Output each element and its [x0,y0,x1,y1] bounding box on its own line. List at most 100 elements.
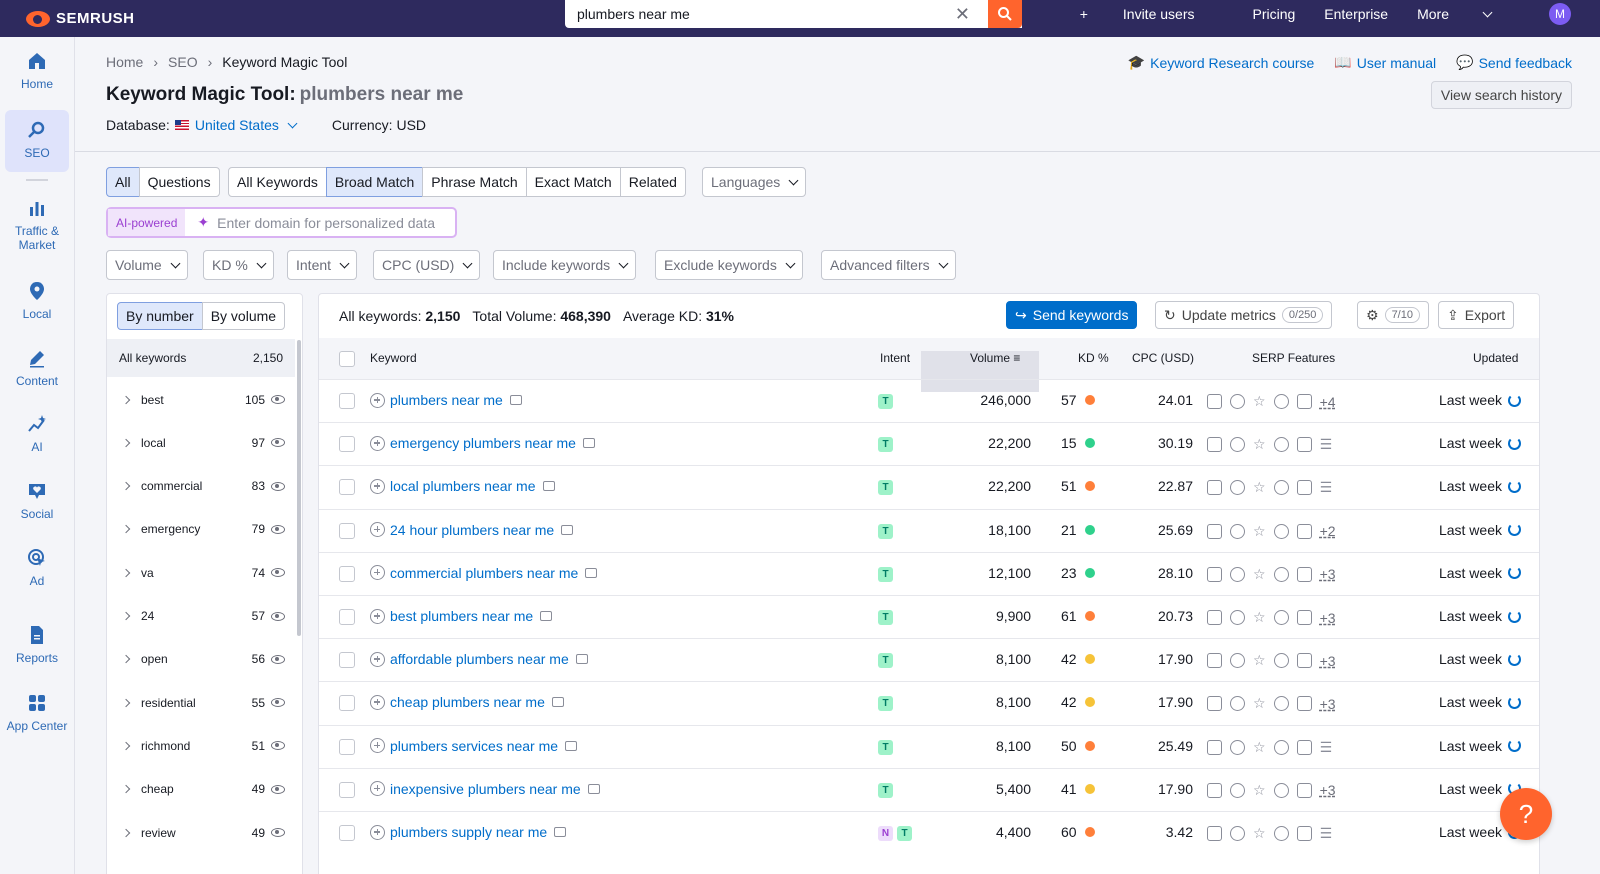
keyword-link[interactable]: plumbers services near me [390,737,559,754]
eye-icon[interactable] [271,524,285,534]
more-serp-features[interactable]: +3 [1319,566,1336,583]
add-to-list-icon[interactable] [370,781,385,797]
group-item[interactable]: local 97 [107,421,295,464]
eye-icon[interactable] [271,741,285,751]
serp-preview-icon[interactable] [587,783,600,794]
invite-users-link[interactable]: + Invite users [1079,6,1195,22]
row-checkbox[interactable] [339,565,355,582]
group-item[interactable]: review 49 [107,811,295,854]
expand-arrow-icon[interactable] [121,395,131,404]
group-item[interactable]: cheap 49 [107,768,295,811]
expand-arrow-icon[interactable] [121,741,131,751]
tab-questions[interactable]: Questions [138,167,220,197]
col-volume[interactable]: Volume ≡ [970,351,1021,365]
database-selector[interactable]: United States [194,117,279,133]
eye-icon[interactable] [271,481,285,491]
nav-ai[interactable]: AI [5,414,69,454]
expand-arrow-icon[interactable] [121,481,131,491]
expand-arrow-icon[interactable] [121,828,131,837]
row-checkbox[interactable] [339,436,355,453]
more-serp-features[interactable]: +3 [1319,609,1336,626]
keyword-link[interactable]: plumbers near me [390,392,503,408]
row-checkbox[interactable] [339,695,355,712]
advanced-filters[interactable]: Advanced filters [821,250,956,280]
tab-phrase-match[interactable]: Phrase Match [422,167,527,197]
tab-all[interactable]: All [106,167,140,197]
serp-preview-icon[interactable] [554,827,567,837]
more-serp-features[interactable]: +3 [1319,782,1336,799]
more-serp-features[interactable]: +2 [1319,523,1336,540]
expand-arrow-icon[interactable] [121,655,131,664]
group-item[interactable]: best 105 [107,378,295,421]
nav-local[interactable]: Local [5,281,69,321]
serp-snapshot-icon[interactable] [1207,437,1222,453]
search-button[interactable] [988,0,1022,28]
serp-preview-icon[interactable] [565,740,578,751]
select-all-checkbox[interactable] [339,351,355,367]
serp-preview-icon[interactable] [575,654,588,665]
group-list-scrollbar[interactable] [297,340,301,636]
serp-snapshot-icon[interactable] [1207,610,1222,625]
serp-preview-icon[interactable] [509,395,522,405]
row-checkbox[interactable] [339,652,355,669]
serp-snapshot-icon[interactable] [1207,566,1222,582]
add-to-list-icon[interactable] [370,435,385,451]
cpc-filter[interactable]: CPC (USD) [373,250,481,280]
help-button[interactable]: ? [1500,788,1552,840]
col-cpc[interactable]: CPC (USD) [1132,351,1194,365]
more-menu[interactable]: More [1417,6,1520,22]
col-kd[interactable]: KD % [1078,351,1109,365]
row-checkbox[interactable] [339,825,355,841]
enterprise-link[interactable]: Enterprise [1324,6,1389,22]
user-manual-link[interactable]: 📖 User manual [1334,54,1437,71]
eye-icon[interactable] [271,395,285,404]
nav-traffic-market[interactable]: Traffic & Market [5,198,69,252]
group-item[interactable]: 24 57 [107,595,295,638]
serp-preview-icon[interactable] [540,611,553,621]
eye-icon[interactable] [271,698,285,708]
serp-preview-icon[interactable] [561,524,574,535]
personalized-domain-input[interactable]: ✦ Enter domain for personalized data [197,214,436,231]
breadcrumb-seo[interactable]: SEO [168,54,198,70]
col-serp-features[interactable]: SERP Features [1252,351,1336,365]
tab-all-keywords[interactable]: All Keywords [228,167,327,197]
nav-content[interactable]: Content [5,348,69,388]
include-keywords-filter[interactable]: Include keywords [493,250,637,280]
avatar[interactable]: M [1549,3,1571,25]
refresh-icon[interactable] [1508,436,1521,450]
group-item[interactable]: richmond 51 [107,724,295,767]
add-to-list-icon[interactable] [370,522,385,538]
keyword-link[interactable]: 24 hour plumbers near me [390,521,555,538]
add-to-list-icon[interactable] [370,738,385,754]
serp-snapshot-icon[interactable] [1207,782,1222,798]
serp-preview-icon[interactable] [582,438,595,449]
serp-snapshot-icon[interactable] [1207,480,1222,496]
expand-arrow-icon[interactable] [121,525,131,534]
view-search-history-button[interactable]: View search history [1430,81,1572,109]
update-metrics-button[interactable]: ↻ Update metrics 0/250 [1155,301,1333,329]
refresh-icon[interactable] [1508,652,1521,666]
eye-icon[interactable] [271,568,285,578]
breadcrumb-home[interactable]: Home [106,54,144,70]
keyword-link[interactable]: emergency plumbers near me [390,435,576,452]
expand-arrow-icon[interactable] [121,438,131,448]
add-to-list-icon[interactable] [370,478,385,494]
add-to-list-icon[interactable] [370,565,385,581]
semrush-logo[interactable]: SEMRUSH [26,10,135,27]
add-to-list-icon[interactable] [370,694,385,710]
refresh-icon[interactable] [1508,739,1521,753]
intent-filter[interactable]: Intent [287,250,358,280]
eye-icon[interactable] [271,611,285,621]
all-keywords-group[interactable]: All keywords 2,150 [107,339,295,377]
expand-arrow-icon[interactable] [121,611,131,621]
group-item[interactable]: open 56 [107,638,295,681]
nav-reports[interactable]: Reports [5,625,69,665]
expand-arrow-icon[interactable] [121,698,131,707]
group-item[interactable]: residential 55 [107,681,295,724]
group-item[interactable]: va 74 [107,551,295,594]
keyword-link[interactable]: inexpensive plumbers near me [390,780,581,797]
expand-arrow-icon[interactable] [121,568,131,577]
col-intent[interactable]: Intent [880,351,911,365]
group-item[interactable]: emergency 79 [107,508,295,551]
tab-by-number[interactable]: By number [117,302,203,330]
